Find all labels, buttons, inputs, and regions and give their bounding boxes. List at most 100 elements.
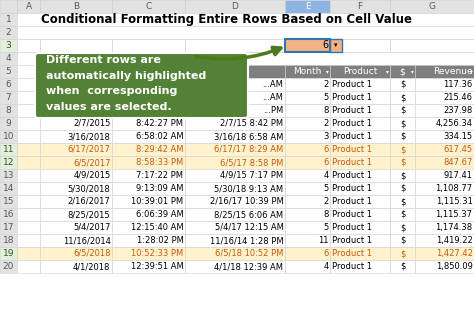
Text: 1,115.37: 1,115.37 [436, 210, 473, 219]
Bar [17, 221, 40, 234]
Bar [330, 208, 390, 221]
Text: 1,115.31: 1,115.31 [436, 197, 473, 206]
Bar [415, 91, 474, 104]
Text: G: G [428, 2, 436, 11]
Bar [285, 247, 330, 260]
Bar [0, 208, 17, 221]
Text: Month: Month [293, 67, 322, 76]
Text: 9: 9 [6, 119, 11, 128]
Text: B: B [73, 2, 79, 11]
Text: 6/17/17 8:29 AM: 6/17/17 8:29 AM [214, 145, 283, 154]
Bar [330, 117, 390, 130]
Bar [330, 221, 390, 234]
Text: 6: 6 [323, 249, 328, 258]
Bar [330, 0, 390, 13]
Bar [185, 104, 285, 117]
Bar [415, 247, 474, 260]
Text: 8/2/...: 8/2/... [86, 106, 110, 115]
Text: 11: 11 [3, 145, 14, 154]
Bar [17, 91, 40, 104]
Bar [185, 156, 285, 169]
Text: 2/7/2015: 2/7/2015 [73, 119, 110, 128]
Bar [330, 39, 342, 52]
Bar [390, 78, 415, 91]
Bar [112, 65, 185, 78]
Bar [330, 143, 390, 156]
Bar [40, 0, 112, 13]
Bar [0, 195, 17, 208]
Text: 2: 2 [6, 28, 11, 37]
Bar [415, 156, 474, 169]
Text: ...AM: ...AM [263, 93, 283, 102]
Text: $: $ [400, 262, 405, 271]
Bar [185, 182, 285, 195]
Bar [330, 104, 390, 117]
Text: Product 1: Product 1 [332, 197, 372, 206]
Text: 1,174.38: 1,174.38 [436, 223, 473, 232]
Bar [185, 234, 285, 247]
Text: $: $ [400, 67, 405, 76]
Bar [17, 143, 40, 156]
Bar [17, 169, 40, 182]
Text: 16: 16 [3, 210, 14, 219]
Text: 18: 18 [3, 236, 14, 245]
Bar [390, 0, 474, 13]
Bar [40, 247, 112, 260]
Bar [40, 208, 112, 221]
Text: ...PM: ...PM [263, 106, 283, 115]
Bar [0, 104, 17, 117]
Bar [330, 39, 390, 52]
Text: 8/25/2015: 8/25/2015 [68, 210, 110, 219]
Bar [390, 221, 415, 234]
Bar [0, 26, 17, 39]
Bar [415, 117, 474, 130]
Bar [330, 260, 390, 273]
Bar [285, 143, 330, 156]
Bar [17, 78, 40, 91]
Text: Product 1: Product 1 [332, 184, 372, 193]
Text: 12:15:40 AM: 12:15:40 AM [131, 223, 183, 232]
Bar [17, 26, 474, 39]
Bar [415, 182, 474, 195]
Text: Product 1: Product 1 [332, 106, 372, 115]
Text: 334.15: 334.15 [443, 132, 473, 141]
Text: 6/5/2017: 6/5/2017 [73, 158, 110, 167]
Bar [390, 260, 415, 273]
Text: 3: 3 [6, 41, 11, 50]
Bar [40, 143, 112, 156]
Bar [40, 117, 112, 130]
Text: 8:29:42 AM: 8:29:42 AM [136, 145, 183, 154]
Bar [17, 208, 40, 221]
Bar [185, 247, 285, 260]
Bar [285, 169, 330, 182]
Text: ▾: ▾ [410, 69, 413, 74]
Bar [17, 182, 40, 195]
Bar [40, 195, 112, 208]
Bar [17, 247, 40, 260]
Text: 8:42:27 PM: 8:42:27 PM [137, 119, 183, 128]
Bar [390, 156, 415, 169]
Text: 1:28:02 PM: 1:28:02 PM [137, 236, 183, 245]
Text: 2/16/2017: 2/16/2017 [68, 197, 110, 206]
Text: 6: 6 [323, 145, 328, 154]
Text: 117.36: 117.36 [443, 80, 473, 89]
Bar [185, 130, 285, 143]
Text: 3: 3 [323, 132, 328, 141]
Text: C: C [146, 2, 152, 11]
Text: ▾: ▾ [386, 69, 388, 74]
Bar [17, 0, 40, 13]
Text: 9:13:09 AM: 9:13:09 AM [136, 184, 183, 193]
Bar [17, 65, 40, 78]
Bar [112, 156, 185, 169]
Bar [0, 65, 17, 78]
Text: 17: 17 [3, 223, 14, 232]
Bar [40, 65, 112, 78]
Bar [17, 104, 40, 117]
Bar [390, 104, 415, 117]
Bar [112, 169, 185, 182]
Bar [285, 208, 330, 221]
Text: Product 1: Product 1 [332, 171, 372, 180]
Bar [112, 104, 185, 117]
Text: ▾: ▾ [108, 69, 110, 74]
Text: 6/5/18 10:52 PM: 6/5/18 10:52 PM [215, 249, 283, 258]
